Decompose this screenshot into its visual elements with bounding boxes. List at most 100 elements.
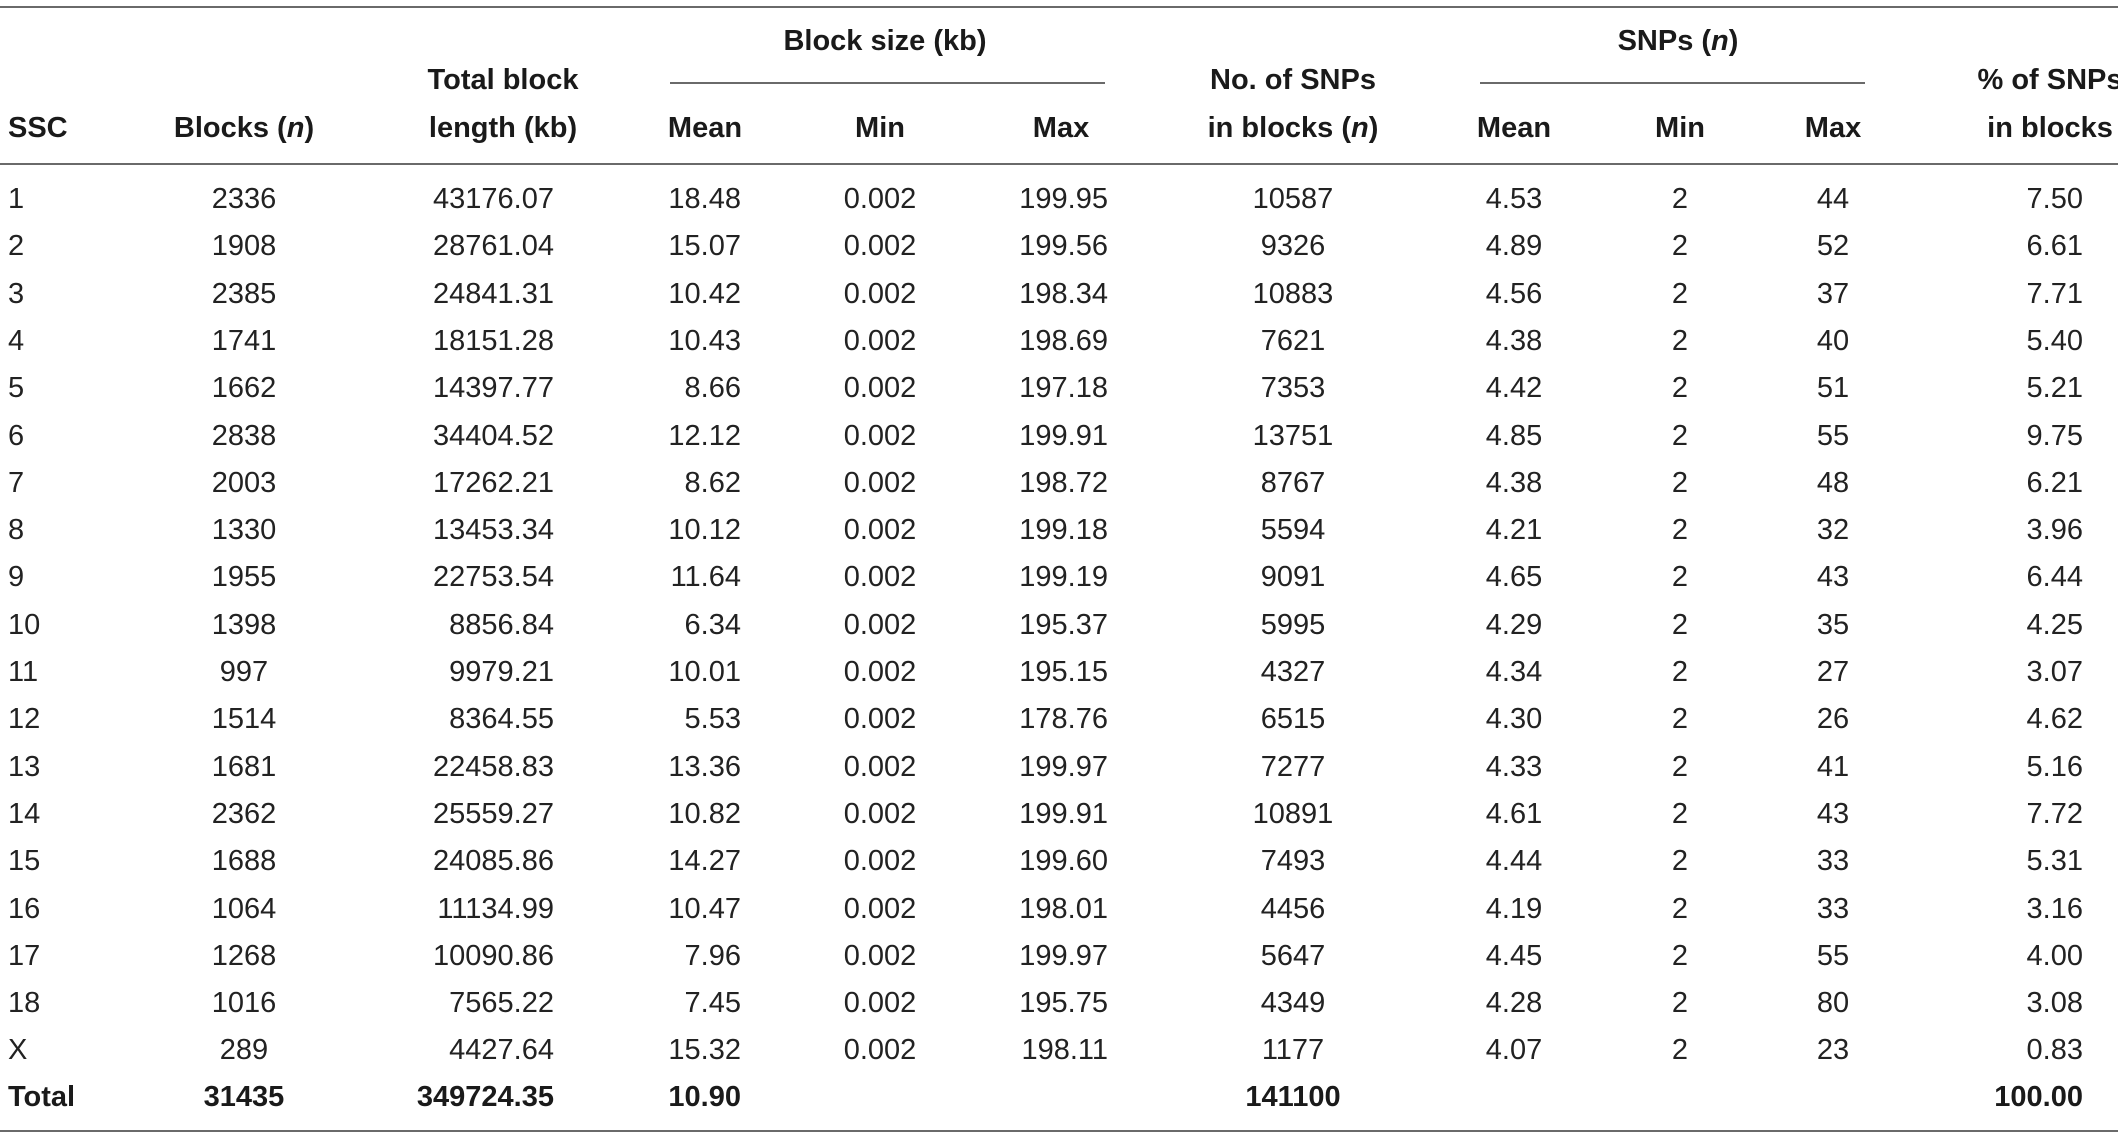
cell-snp-min-row-12: 2 (1671, 703, 1689, 735)
cell-block-mean-row-2: 15.07 (668, 230, 741, 262)
cell-block-max-row-11: 195.15 (1019, 656, 1108, 688)
cell-blocks-row-4: 1741 (211, 325, 277, 357)
cell-snps-in-blocks-row-18: 4349 (1260, 987, 1326, 1019)
cell-snp-max-row-3: 37 (1816, 278, 1850, 310)
cell-snps-in-blocks-row-3: 10883 (1252, 278, 1334, 310)
cell-ssc-row-6: 6 (8, 420, 25, 452)
snps-group-rule (1480, 82, 1865, 84)
cell-snps-in-blocks-row-16: 4456 (1260, 893, 1326, 925)
cell-snps-in-blocks-row-17: 5647 (1260, 940, 1326, 972)
cell-block-mean-row-8: 10.12 (668, 514, 741, 546)
cell-block-mean-row-3: 10.42 (668, 278, 741, 310)
cell-snps-in-blocks-row-14: 10891 (1252, 798, 1334, 830)
cell-snp-max-row-7: 48 (1816, 467, 1850, 499)
cell-block-max-row-16: 198.01 (1019, 893, 1108, 925)
cell-block-min-row-18: 0.002 (843, 987, 917, 1019)
cell-snp-mean-row-12: 4.30 (1485, 703, 1543, 735)
cell-snp-min-row-8: 2 (1671, 514, 1689, 546)
header-total-length-line1: Total block (427, 64, 579, 96)
cell-block-mean-row-4: 10.43 (668, 325, 741, 357)
cell-pct-snps-row-13: 5.16 (2026, 751, 2083, 783)
cell-snp-min-row-18: 2 (1671, 987, 1689, 1019)
cell-block-min-row-9: 0.002 (843, 561, 917, 593)
total-pct-snps: 100.00 (1994, 1081, 2083, 1113)
cell-snp-max-row-10: 35 (1816, 609, 1850, 641)
top-rule (0, 6, 2118, 8)
cell-snp-max-row-4: 40 (1816, 325, 1850, 357)
header-block-mean: Mean (667, 112, 743, 144)
cell-block-max-row-3: 198.34 (1019, 278, 1108, 310)
header-block-max: Max (1032, 112, 1090, 144)
cell-pct-snps-row-11: 3.07 (2026, 656, 2083, 688)
cell-block-min-row-10: 0.002 (843, 609, 917, 641)
cell-total-length-row-1: 43176.07 (433, 183, 554, 215)
cell-block-mean-row-19: 15.32 (668, 1034, 741, 1066)
total-total-length: 349724.35 (416, 1081, 554, 1113)
cell-snp-min-row-10: 2 (1671, 609, 1689, 641)
cell-block-max-row-6: 199.91 (1019, 420, 1108, 452)
cell-snp-mean-row-13: 4.33 (1485, 751, 1543, 783)
header-snps-in-blocks-line1: No. of SNPs (1210, 64, 1376, 96)
cell-snp-mean-row-17: 4.45 (1485, 940, 1543, 972)
cell-ssc-row-7: 7 (8, 467, 25, 499)
cell-block-min-row-1: 0.002 (843, 183, 917, 215)
cell-block-mean-row-1: 18.48 (668, 183, 741, 215)
cell-ssc-row-1: 1 (8, 183, 25, 215)
cell-snp-min-row-6: 2 (1671, 420, 1689, 452)
cell-snp-mean-row-14: 4.61 (1485, 798, 1543, 830)
cell-ssc-row-8: 8 (8, 514, 25, 546)
cell-snp-max-row-16: 33 (1816, 893, 1850, 925)
cell-ssc-row-2: 2 (8, 230, 25, 262)
cell-pct-snps-row-10: 4.25 (2026, 609, 2083, 641)
cell-blocks-row-7: 2003 (211, 467, 277, 499)
header-ssc: SSC (8, 112, 68, 144)
cell-block-mean-row-14: 10.82 (668, 798, 741, 830)
cell-block-min-row-19: 0.002 (843, 1034, 917, 1066)
cell-total-length-row-8: 13453.34 (433, 514, 554, 546)
cell-block-max-row-2: 199.56 (1019, 230, 1108, 262)
cell-block-min-row-16: 0.002 (843, 893, 917, 925)
cell-total-length-row-9: 22753.54 (433, 561, 554, 593)
cell-snps-in-blocks-row-1: 10587 (1252, 183, 1334, 215)
cell-pct-snps-row-1: 7.50 (2026, 183, 2083, 215)
cell-snp-max-row-5: 51 (1816, 372, 1850, 404)
header-pct-snps-line1: % of SNPs (1977, 64, 2118, 96)
header-snp-min: Min (1655, 112, 1705, 144)
cell-block-max-row-17: 199.97 (1019, 940, 1108, 972)
cell-snp-max-row-18: 80 (1816, 987, 1850, 1019)
cell-snp-mean-row-15: 4.44 (1485, 845, 1543, 877)
cell-block-max-row-9: 199.19 (1019, 561, 1108, 593)
cell-snp-min-row-16: 2 (1671, 893, 1689, 925)
cell-snps-in-blocks-row-10: 5995 (1260, 609, 1326, 641)
cell-blocks-row-12: 1514 (211, 703, 277, 735)
cell-blocks-row-5: 1662 (211, 372, 277, 404)
cell-total-length-row-7: 17262.21 (433, 467, 554, 499)
cell-block-min-row-13: 0.002 (843, 751, 917, 783)
cell-blocks-row-14: 2362 (211, 798, 277, 830)
cell-block-mean-row-6: 12.12 (668, 420, 741, 452)
cell-block-min-row-4: 0.002 (843, 325, 917, 357)
cell-ssc-row-11: 11 (8, 656, 39, 688)
cell-blocks-row-1: 2336 (211, 183, 277, 215)
cell-total-length-row-19: 4427.64 (449, 1034, 554, 1066)
cell-block-max-row-13: 199.97 (1019, 751, 1108, 783)
total-blocks: 31435 (203, 1081, 285, 1113)
cell-block-min-row-17: 0.002 (843, 940, 917, 972)
cell-snp-min-row-5: 2 (1671, 372, 1689, 404)
cell-pct-snps-row-2: 6.61 (2026, 230, 2083, 262)
cell-block-mean-row-16: 10.47 (668, 893, 741, 925)
cell-snps-in-blocks-row-13: 7277 (1260, 751, 1326, 783)
cell-pct-snps-row-17: 4.00 (2026, 940, 2083, 972)
cell-snps-in-blocks-row-6: 13751 (1252, 420, 1334, 452)
cell-snp-min-row-14: 2 (1671, 798, 1689, 830)
cell-total-length-row-5: 14397.77 (433, 372, 554, 404)
cell-snps-in-blocks-row-11: 4327 (1260, 656, 1326, 688)
cell-total-length-row-6: 34404.52 (433, 420, 554, 452)
cell-total-length-row-4: 18151.28 (433, 325, 554, 357)
cell-block-max-row-18: 195.75 (1019, 987, 1108, 1019)
cell-ssc-row-16: 16 (8, 893, 41, 925)
cell-block-max-row-12: 178.76 (1019, 703, 1108, 735)
cell-total-length-row-17: 10090.86 (433, 940, 554, 972)
cell-block-min-row-8: 0.002 (843, 514, 917, 546)
